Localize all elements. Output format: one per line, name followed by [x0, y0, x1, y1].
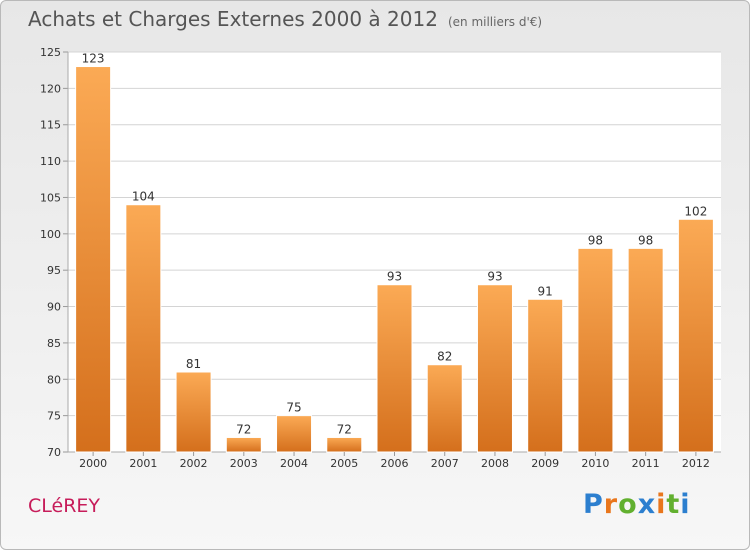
x-tick-label-2009: 2009	[531, 457, 559, 470]
data-label-2000: 123	[82, 52, 105, 66]
y-tick-label: 85	[47, 337, 61, 350]
data-label-2002: 81	[186, 357, 201, 371]
data-label-2011: 98	[638, 233, 653, 247]
y-tick-label: 80	[47, 373, 61, 386]
chart-title-text: Achats et Charges Externes 2000 à 2012	[28, 7, 438, 31]
x-tick-label-2002: 2002	[180, 457, 208, 470]
bar-2005	[326, 436, 363, 453]
bar-2006	[376, 284, 413, 453]
data-label-2001: 104	[132, 190, 155, 204]
x-tick-label-2005: 2005	[330, 457, 358, 470]
commune-name: CLéREY	[28, 495, 101, 517]
x-tick-label-2008: 2008	[481, 457, 509, 470]
x-tick-label-2011: 2011	[632, 457, 660, 470]
x-tick-label-2006: 2006	[381, 457, 409, 470]
y-tick-label: 110	[40, 155, 61, 168]
bar-2007	[426, 364, 463, 453]
data-label-2004: 75	[286, 401, 301, 415]
data-label-2005: 72	[337, 422, 352, 436]
y-tick-label: 95	[47, 264, 61, 277]
y-tick-label: 105	[40, 191, 61, 204]
data-label-2006: 93	[387, 270, 402, 284]
bar-2010	[577, 247, 614, 453]
bar-2001	[125, 204, 162, 453]
chart-title: Achats et Charges Externes 2000 à 2012 (e…	[28, 7, 542, 31]
x-tick-label-2004: 2004	[280, 457, 308, 470]
bar-2011	[627, 247, 664, 453]
y-tick-label: 125	[40, 46, 61, 59]
y-tick-label: 120	[40, 82, 61, 95]
proxiti-logo: Proxiti	[583, 489, 691, 520]
data-label-2008: 93	[487, 270, 502, 284]
bar-2008	[476, 284, 513, 453]
bar-2000	[75, 66, 112, 453]
data-label-2010: 98	[588, 233, 603, 247]
y-tick-label: 115	[40, 119, 61, 132]
bar-2003	[225, 436, 262, 453]
data-label-2003: 72	[236, 422, 251, 436]
bar-2004	[276, 415, 313, 453]
x-tick-label-2003: 2003	[230, 457, 258, 470]
x-tick-label-2000: 2000	[79, 457, 107, 470]
bar-2002	[175, 371, 212, 453]
x-tick-label-2001: 2001	[129, 457, 157, 470]
y-tick-label: 70	[47, 446, 61, 459]
bar-2009	[527, 298, 564, 453]
x-tick-label-2010: 2010	[581, 457, 609, 470]
data-label-2009: 91	[538, 284, 553, 298]
data-label-2012: 102	[684, 204, 707, 218]
y-tick-label: 100	[40, 228, 61, 241]
data-label-2007: 82	[437, 350, 452, 364]
x-tick-label-2007: 2007	[431, 457, 459, 470]
chart-unit-note: (en milliers d'€)	[447, 15, 543, 29]
y-tick-label: 90	[47, 301, 61, 314]
bar-2012	[677, 218, 714, 453]
x-tick-label-2012: 2012	[682, 457, 710, 470]
y-tick-label: 75	[47, 410, 61, 423]
